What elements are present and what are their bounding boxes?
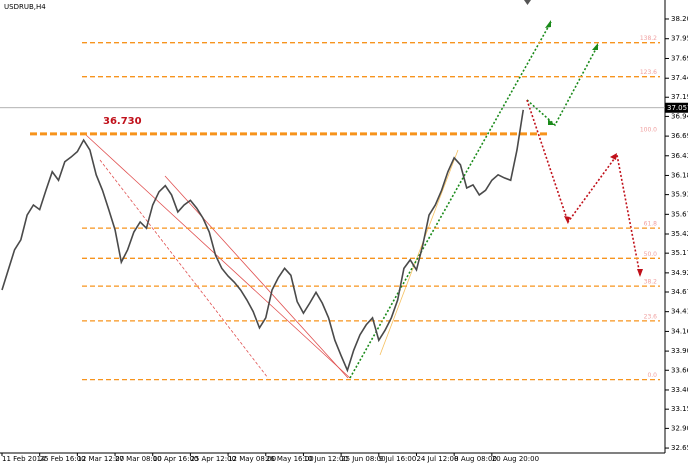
x-tick-label: 8 Aug 08:00 <box>454 455 497 463</box>
y-tick-label: 33.4065 <box>671 386 688 394</box>
shift-marker <box>524 0 531 5</box>
x-tick-label: 10 Apr 16:00 <box>153 455 199 463</box>
y-tick-label: 35.1765 <box>671 249 688 257</box>
level-label: 123.6 <box>640 69 657 76</box>
x-tick-label: 12 Mar 12:00 <box>77 455 124 463</box>
y-tick-label: 32.6550 <box>671 444 688 452</box>
y-tick-label: 38.2065 <box>671 15 688 23</box>
x-tick-label: 10 Jun 12:00 <box>303 455 347 463</box>
trend-line <box>85 134 351 379</box>
annotation: 36.730 <box>103 116 142 127</box>
x-tick-label: 25 Apr 12:00 <box>190 455 236 463</box>
x-tick-label: 20 Aug 20:00 <box>492 455 539 463</box>
y-tick-label: 33.6615 <box>671 366 688 374</box>
trend-line <box>379 149 459 356</box>
y-tick-label: 35.6790 <box>671 210 688 218</box>
y-tick-label: 33.1580 <box>671 405 688 413</box>
level-label: 50.0 <box>644 251 658 258</box>
arrow-heads <box>545 20 643 277</box>
level-label: 138.2 <box>640 35 657 42</box>
y-tick-label: 36.4365 <box>671 152 688 160</box>
y-tick-label: 37.9510 <box>671 35 688 43</box>
arrow-head <box>548 119 555 125</box>
y-tick-label: 36.6910 <box>671 132 688 140</box>
y-tick-label: 36.1820 <box>671 171 688 179</box>
arrow-head <box>564 216 570 224</box>
x-tick-label: 24 Jul 12:00 <box>416 455 458 463</box>
x-tick-label: 11 Feb 2014 <box>2 455 46 463</box>
arrow-head <box>610 153 617 160</box>
price-line <box>1 109 525 373</box>
y-tick-label: 34.9215 <box>671 269 688 277</box>
level-label: 100.0 <box>640 126 657 133</box>
level-label: 23.6 <box>644 313 658 320</box>
trend-line <box>99 159 269 379</box>
level-label: 0.0 <box>647 372 657 379</box>
trend-line <box>164 175 349 379</box>
arrow-head <box>545 20 551 28</box>
x-tick-label: 12 May 08:00 <box>228 455 276 463</box>
arrow-head <box>637 269 643 277</box>
chart-title: USDRUB,H4 <box>4 3 46 11</box>
x-tick-label: 9 Jul 16:00 <box>379 455 417 463</box>
y-tick-label: 37.1940 <box>671 93 688 101</box>
y-tick-label: 34.6740 <box>671 288 688 296</box>
arrow-head <box>592 43 598 50</box>
y-tick-label: 33.9095 <box>671 347 688 355</box>
x-tick-label: 27 Mar 08:00 <box>115 455 162 463</box>
y-tick-label: 34.1640 <box>671 327 688 335</box>
y-tick-label: 32.9095 <box>671 424 688 432</box>
y-tick-label: 35.4245 <box>671 230 688 238</box>
y-tick-label: 36.9460 <box>671 112 688 120</box>
y-tick-label: 37.6955 <box>671 54 688 62</box>
level-label: 61.8 <box>644 221 658 228</box>
level-label: 38.2 <box>644 279 658 286</box>
x-tick-label: 26 May 16:00 <box>266 455 314 463</box>
arrow <box>349 21 552 379</box>
y-tick-label: 35.9340 <box>671 191 688 199</box>
y-tick-label: 37.4400 <box>671 74 688 82</box>
x-tick-label: 25 Jun 08:00 <box>341 455 385 463</box>
last-price-label: 37.0578 <box>667 104 688 112</box>
x-tick-label: 25 Feb 16:00 <box>40 455 86 463</box>
arrow <box>526 99 641 276</box>
y-tick-label: 34.4195 <box>671 308 688 316</box>
last-price-box <box>665 102 688 113</box>
